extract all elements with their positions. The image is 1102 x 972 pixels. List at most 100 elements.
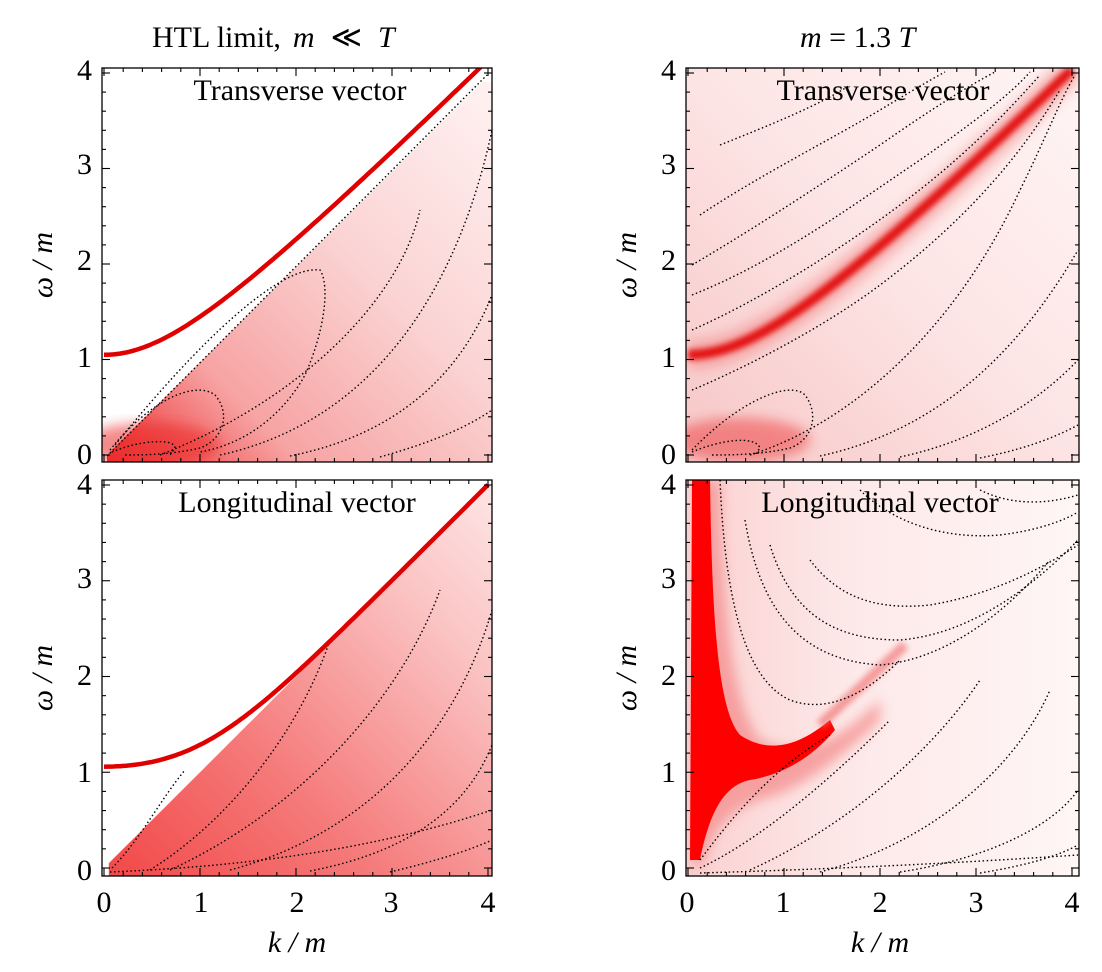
y-tick-label: 1 (77, 756, 92, 789)
contour-line (699, 854, 1079, 874)
heatmap-layer (103, 483, 492, 876)
contour-line (389, 839, 492, 873)
contour-line (859, 489, 1079, 537)
contour-line (699, 734, 831, 861)
continuum-region (108, 485, 492, 876)
x-tick-label: 1 (776, 886, 791, 919)
x-tick-label: 2 (290, 886, 305, 919)
axis-ticks (102, 68, 492, 462)
contour-line (379, 409, 492, 458)
contour-line (169, 589, 441, 871)
dispersion-curve (103, 483, 490, 769)
peak-blob (102, 423, 220, 462)
y-tick-label: 3 (661, 562, 676, 595)
panel-m13-longitudinal: Longitudinal vector 0 1 2 3 4 0 1 2 3 4 … (610, 468, 1080, 959)
saturated-region (690, 480, 835, 860)
x-tick-label: 4 (481, 886, 496, 919)
continuum-region (107, 82, 492, 462)
axis-ticks (686, 68, 1079, 462)
contour-line (719, 84, 851, 146)
x-axis-label: k / m (851, 926, 909, 959)
heatmap-layer (102, 68, 492, 462)
y-tick-label: 1 (77, 341, 92, 374)
panel-title: Longitudinal vector (178, 486, 415, 519)
contour-line (744, 519, 1051, 666)
panel-htl-transverse: Transverse vector 0 1 2 3 4 ω / m (26, 54, 493, 471)
y-tick-label: 2 (661, 244, 676, 277)
contour-line (691, 71, 1031, 296)
contour-line (719, 480, 901, 706)
axis-ticks (686, 480, 1079, 876)
y-tick-label: 3 (661, 148, 676, 181)
axis-ticks (102, 480, 492, 876)
contour-line (289, 294, 492, 457)
y-tick-label: 1 (661, 756, 676, 789)
plot-frame (101, 67, 493, 463)
plot-frame (685, 479, 1080, 877)
panel-htl-longitudinal: Longitudinal vector 0 1 2 3 4 0 1 2 3 4 … (26, 468, 496, 959)
contour-line (114, 269, 326, 453)
dispersion-curve (104, 68, 483, 358)
left-column-title: HTL limit, m ≪ T (152, 21, 397, 54)
x-tick-label: 1 (194, 886, 209, 919)
contour-line (979, 424, 1079, 459)
x-tick-label: 0 (97, 886, 112, 919)
contour-line (899, 359, 1079, 458)
contour-line (109, 809, 492, 873)
contour-line (691, 389, 814, 456)
x-tick-label: 3 (384, 886, 399, 919)
plot-frame (101, 479, 493, 877)
x-tick-label: 2 (873, 886, 888, 919)
y-tick-label: 4 (661, 54, 676, 87)
x-tick-label: 3 (969, 886, 984, 919)
plot-frame (685, 67, 1080, 463)
contour-line (111, 769, 186, 869)
panel-m13-transverse: Transverse vector 0 1 2 3 4 ω / m (610, 54, 1080, 471)
contour-line (691, 89, 1061, 391)
contour-line (979, 489, 1079, 503)
heatmap-layer (686, 68, 1079, 462)
y-tick-label: 2 (77, 244, 92, 277)
contour-line (691, 74, 1041, 331)
contour-line (749, 679, 981, 871)
heatmap-layer (686, 480, 1079, 876)
contour-line (149, 639, 331, 871)
contour-line (699, 719, 891, 869)
panel-title: Transverse vector (193, 74, 406, 107)
x-tick-label: 0 (680, 886, 695, 919)
y-tick-label: 4 (77, 468, 92, 501)
background-weight (686, 480, 1079, 876)
contour-line (111, 440, 176, 456)
contour-line (749, 74, 1076, 456)
contour-line (769, 539, 1079, 641)
y-tick-label: 0 (661, 854, 676, 887)
y-tick-label: 2 (661, 659, 676, 692)
peak-blob (686, 418, 810, 462)
contour-line (819, 689, 1051, 873)
y-tick-label: 0 (661, 438, 676, 471)
panel-title: Longitudinal vector (761, 486, 998, 519)
y-tick-label: 3 (77, 562, 92, 595)
contour-line (819, 249, 1079, 457)
x-axis-label: k / m (268, 926, 326, 959)
contour-line (899, 789, 1079, 873)
dispersion-peak (688, 68, 1076, 360)
y-tick-label: 0 (77, 854, 92, 887)
contour-line (979, 844, 1079, 874)
panel-title: Transverse vector (776, 74, 989, 107)
y-axis-label: ω / m (610, 645, 643, 711)
y-tick-label: 1 (661, 341, 676, 374)
peak-ridge (816, 641, 909, 729)
y-tick-label: 4 (661, 468, 676, 501)
right-column-title: m = 1.3 T (800, 21, 918, 54)
contour-line (699, 71, 946, 216)
contour-line (229, 609, 492, 871)
y-axis-label: ω / m (26, 232, 59, 298)
y-axis-label: ω / m (26, 645, 59, 711)
y-tick-label: 2 (77, 659, 92, 692)
y-tick-label: 4 (77, 54, 92, 87)
y-axis-label: ω / m (610, 232, 643, 298)
x-tick-label: 4 (1065, 886, 1080, 919)
y-tick-label: 3 (77, 148, 92, 181)
